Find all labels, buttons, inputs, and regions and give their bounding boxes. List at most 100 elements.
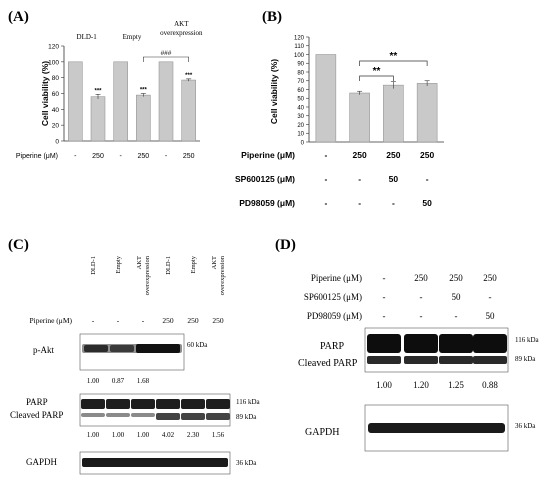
significance-bracket bbox=[359, 60, 428, 66]
treatment-value: - bbox=[489, 292, 492, 302]
band bbox=[136, 344, 180, 353]
band-ratio: 1.20 bbox=[413, 380, 429, 390]
band bbox=[439, 356, 473, 364]
band-ratio: 1.00 bbox=[87, 377, 100, 385]
molecular-weight: 36 kDa bbox=[236, 459, 257, 467]
y-tick-label: 60 bbox=[52, 91, 60, 98]
treatment-value: 250 bbox=[212, 316, 224, 325]
significance-stars: ** bbox=[373, 66, 381, 77]
y-tick-label: 40 bbox=[297, 105, 304, 111]
bar bbox=[158, 61, 174, 142]
group-label: AKT bbox=[174, 20, 189, 28]
lane-header: Empty bbox=[190, 255, 197, 273]
band bbox=[404, 356, 438, 364]
treatment-value: - bbox=[455, 311, 458, 321]
blot-label: GAPDH bbox=[305, 427, 339, 438]
y-tick-label: 110 bbox=[294, 44, 304, 50]
lane-header: Empty bbox=[115, 255, 122, 273]
bar bbox=[349, 92, 370, 143]
panel-c-western-blot: DLD-1 Empty AKT overexpression DLD-1 Empty AKT… bbox=[10, 255, 261, 475]
y-tick-label: 20 bbox=[297, 123, 304, 129]
blot-label: PARP bbox=[320, 341, 345, 352]
y-tick-label: 80 bbox=[297, 70, 304, 76]
treatment-value: - bbox=[420, 292, 423, 302]
y-tick-label: 0 bbox=[301, 140, 305, 146]
band bbox=[181, 399, 205, 409]
treatment-value: - bbox=[383, 292, 386, 302]
band-ratio: 0.88 bbox=[482, 380, 498, 390]
treatment-value: 50 bbox=[389, 174, 399, 184]
y-tick-label: 30 bbox=[297, 114, 304, 120]
panel-b-chart: 0 10 20 30 40 50 60 70 80 90 100 110 120 Cell viabili… bbox=[235, 35, 444, 208]
treatment-value: - bbox=[165, 153, 168, 160]
lane-header: overexpression bbox=[144, 255, 151, 295]
band-ratio: 2.30 bbox=[187, 431, 200, 439]
treatment-value: 250 bbox=[92, 153, 104, 160]
band-ratio: 1.00 bbox=[137, 431, 150, 439]
significance-stars: *** bbox=[185, 73, 193, 79]
band bbox=[106, 413, 130, 417]
molecular-weight: 89 kDa bbox=[515, 355, 536, 363]
treatment-value: 50 bbox=[486, 311, 496, 321]
band bbox=[81, 413, 105, 417]
y-tick-label: 0 bbox=[55, 139, 59, 146]
y-tick-label: 60 bbox=[297, 88, 304, 94]
blot-label: Cleaved PARP bbox=[298, 358, 358, 369]
band bbox=[156, 399, 180, 409]
band-ratio: 1.25 bbox=[448, 380, 464, 390]
treatment-row-label: SP600125 (μM) bbox=[304, 292, 362, 302]
band bbox=[81, 399, 105, 409]
group-label: overexpression bbox=[160, 29, 203, 37]
treatment-value: 50 bbox=[452, 292, 462, 302]
treatment-value: 250 bbox=[449, 273, 463, 283]
panel-d-letter: (D) bbox=[275, 237, 296, 253]
treatment-value: - bbox=[324, 198, 327, 208]
band bbox=[404, 334, 438, 353]
treatment-value: - bbox=[92, 316, 95, 325]
blot-frame bbox=[79, 393, 231, 427]
treatment-value: - bbox=[420, 311, 423, 321]
treatment-value: - bbox=[324, 174, 327, 184]
band-ratio: 4.02 bbox=[162, 431, 175, 439]
lane-header: DLD-1 bbox=[90, 256, 97, 275]
hash-label: ### bbox=[161, 50, 172, 57]
molecular-weight: 36 kDa bbox=[515, 422, 536, 430]
treatment-value: - bbox=[358, 198, 361, 208]
treatment-row-label: Piperine (μM) bbox=[16, 153, 58, 160]
bar bbox=[416, 83, 438, 143]
significance-bracket bbox=[143, 56, 189, 62]
treatment-value: - bbox=[142, 316, 145, 325]
band-ratio: 1.68 bbox=[137, 377, 150, 385]
y-tick-label: 100 bbox=[294, 53, 305, 59]
band bbox=[110, 345, 134, 352]
treatment-value: - bbox=[383, 311, 386, 321]
y-tick-label: 40 bbox=[52, 107, 60, 114]
band-ratio: 0.87 bbox=[112, 377, 125, 385]
band bbox=[131, 413, 155, 417]
treatment-value: 50 bbox=[422, 198, 432, 208]
treatment-value: 250 bbox=[162, 316, 174, 325]
bar bbox=[181, 79, 196, 142]
treatment-value: 250 bbox=[187, 316, 199, 325]
band bbox=[368, 423, 505, 433]
band bbox=[181, 413, 205, 420]
y-tick-label: 120 bbox=[294, 35, 305, 41]
band bbox=[473, 356, 507, 364]
band bbox=[206, 399, 230, 409]
band bbox=[367, 356, 401, 364]
group-label: Empty bbox=[123, 33, 142, 41]
band bbox=[206, 413, 230, 420]
treatment-row-label: Piperine (μM) bbox=[311, 273, 362, 283]
treatment-row-label: PD98059 (μM) bbox=[307, 311, 362, 321]
treatment-value: 250 bbox=[183, 153, 195, 160]
y-axis-label: Cell viability (%) bbox=[40, 61, 50, 126]
treatment-row-label: Piperine (μM) bbox=[241, 150, 295, 160]
lane-header: overexpression bbox=[219, 255, 226, 295]
band bbox=[82, 458, 228, 467]
bar bbox=[90, 96, 106, 142]
treatment-value: 250 bbox=[483, 273, 497, 283]
lane-header: AKT bbox=[211, 256, 218, 269]
treatment-value: - bbox=[383, 273, 386, 283]
treatment-row-label: PD98059 (μM) bbox=[239, 198, 295, 208]
